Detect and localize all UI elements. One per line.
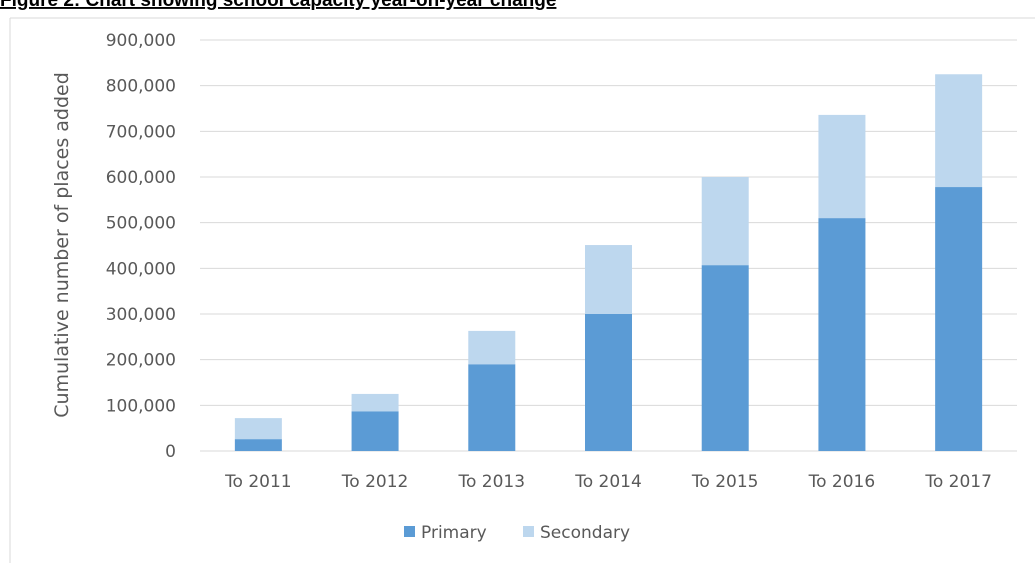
y-tick-label: 700,000 [106, 122, 176, 142]
y-tick-label: 400,000 [106, 259, 176, 279]
bar-segment [468, 364, 516, 451]
y-axis-label: Cumulative number of places added [51, 72, 73, 418]
bar-segment [935, 74, 983, 188]
x-tick-label: To 2012 [341, 472, 409, 492]
bar-segment [468, 330, 516, 365]
x-tick-label: To 2014 [574, 472, 642, 492]
legend-label: Secondary [540, 523, 630, 543]
x-tick-label: To 2017 [924, 472, 992, 492]
bar-segment [701, 177, 749, 266]
y-tick-label: 600,000 [106, 168, 176, 188]
bar-segment [585, 314, 632, 451]
bar-segment [818, 218, 866, 451]
y-tick-label: 500,000 [106, 214, 176, 234]
y-tick-label: 800,000 [106, 77, 176, 97]
legend-label: Primary [421, 523, 487, 543]
y-tick-label: 200,000 [106, 351, 176, 371]
y-tick-label: 300,000 [106, 305, 176, 325]
legend-swatch [404, 526, 415, 537]
bar-segment [351, 393, 399, 412]
bar-segment [234, 418, 282, 440]
bar-segment [935, 187, 983, 451]
bar-segment [585, 245, 632, 314]
bar-segment [701, 265, 749, 451]
y-tick-label: 0 [165, 442, 176, 462]
bar-segment [234, 439, 282, 451]
x-tick-label: To 2015 [691, 472, 759, 492]
legend-swatch [523, 526, 534, 537]
x-tick-label: To 2013 [457, 472, 525, 492]
y-tick-label: 900,000 [106, 31, 176, 51]
bar-segment [351, 411, 399, 451]
chart-title: Figure 2: Chart showing school capacity … [0, 0, 556, 11]
x-tick-label: To 2016 [808, 472, 876, 492]
y-tick-label: 100,000 [106, 396, 176, 416]
bar-segment [818, 114, 866, 219]
x-tick-label: To 2011 [224, 472, 292, 492]
